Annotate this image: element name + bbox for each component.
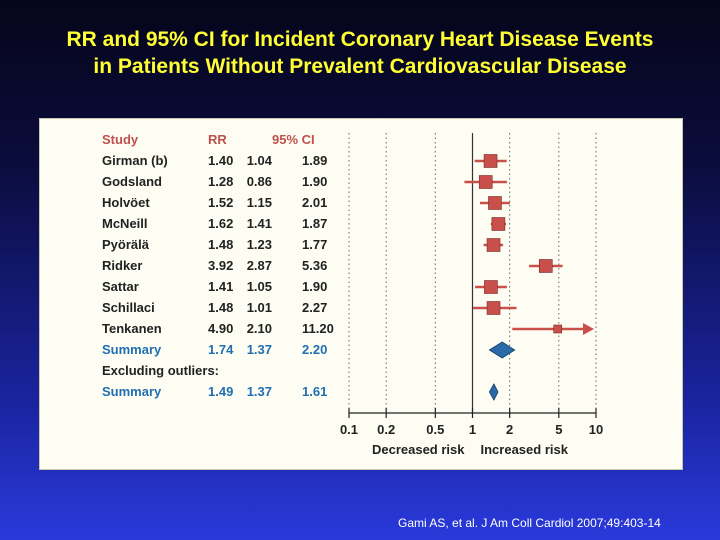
- rr-value: 1.40: [208, 153, 233, 168]
- study-name: McNeill: [102, 216, 148, 231]
- slide-title: RR and 95% CI for Incident Coronary Hear…: [0, 26, 720, 80]
- study-name: Pyörälä: [102, 237, 150, 252]
- x-tick-label: 0.2: [377, 422, 395, 437]
- rr-value: 1.62: [208, 216, 233, 231]
- title-line-1: RR and 95% CI for Incident Coronary Hear…: [66, 28, 654, 51]
- header-study: Study: [102, 132, 139, 147]
- summary-diamond: [488, 383, 499, 401]
- rr-value: 1.41: [208, 279, 233, 294]
- ci-upper: 1.89: [302, 153, 327, 168]
- ci-lower: 1.23: [247, 237, 272, 252]
- x-tick-label: 5: [555, 422, 562, 437]
- x-label-increased: Increased risk: [481, 442, 569, 457]
- rr-value: 4.90: [208, 321, 233, 336]
- ci-lower: 1.05: [247, 279, 272, 294]
- ci-upper: 5.36: [302, 258, 327, 273]
- citation: Gami AS, et al. J Am Coll Cardiol 2007;4…: [398, 516, 661, 530]
- x-tick-label: 0.1: [340, 422, 358, 437]
- point-estimate: [491, 217, 506, 231]
- ci-upper: 1.90: [302, 174, 327, 189]
- ci-upper: 2.01: [302, 195, 327, 210]
- ci-lower: 2.87: [247, 258, 272, 273]
- point-estimate: [478, 175, 493, 189]
- ci-upper: 11.20: [302, 321, 334, 336]
- x-tick-label: 10: [589, 422, 603, 437]
- study-name: Girman (b): [102, 153, 168, 168]
- ci-upper: 2.27: [302, 300, 327, 315]
- point-estimate: [488, 196, 502, 210]
- subgroup-heading: Excluding outliers:: [102, 363, 219, 378]
- summary-diamond: [488, 341, 516, 359]
- ci-lower: 1.37: [247, 342, 272, 357]
- header-ci: 95% CI: [272, 132, 315, 147]
- ci-lower: 2.10: [247, 321, 272, 336]
- ci-upper: 1.90: [302, 279, 327, 294]
- x-tick-label: 0.5: [426, 422, 444, 437]
- ci-lower: 1.41: [247, 216, 272, 231]
- ci-lower: 1.01: [247, 300, 272, 315]
- study-name: Tenkanen: [102, 321, 162, 336]
- rr-value: 1.49: [208, 384, 233, 399]
- ci-upper: 1.61: [302, 384, 327, 399]
- rr-value: 1.74: [208, 342, 234, 357]
- point-estimate: [486, 301, 501, 315]
- rr-value: 1.48: [208, 237, 233, 252]
- rr-value: 1.48: [208, 300, 233, 315]
- point-estimate: [483, 154, 498, 168]
- ci-lower: 1.15: [247, 195, 272, 210]
- study-name: Schillaci: [102, 300, 155, 315]
- point-estimate: [486, 238, 501, 252]
- forest-plot-panel: 0.1 0.2 0.5 1 2 5 10 Decreased risk Increased ri…: [39, 118, 683, 470]
- ci-upper: 1.87: [302, 216, 327, 231]
- rr-value: 1.52: [208, 195, 233, 210]
- title-line-2: in Patients Without Prevalent Cardiovasc…: [93, 55, 627, 78]
- ci-lower: 1.04: [247, 153, 273, 168]
- forest-plot: 0.1 0.2 0.5 1 2 5 10 Decreased risk Increased ri…: [102, 132, 603, 457]
- rr-value: 3.92: [208, 258, 233, 273]
- rr-value: 1.28: [208, 174, 233, 189]
- x-label-decreased: Decreased risk: [372, 442, 465, 457]
- point-estimate: [484, 280, 498, 294]
- point-estimate: [553, 324, 563, 334]
- ci-lower: 1.37: [247, 384, 272, 399]
- point-estimate: [538, 259, 553, 273]
- study-name: Summary: [102, 384, 162, 399]
- study-name: Summary: [102, 342, 162, 357]
- study-name: Holvöet: [102, 195, 150, 210]
- ci-lower: 0.86: [247, 174, 272, 189]
- study-name: Sattar: [102, 279, 139, 294]
- ci-arrow: [583, 323, 594, 335]
- x-tick-label: 1: [469, 422, 476, 437]
- study-name: Godsland: [102, 174, 162, 189]
- x-tick-label: 2: [506, 422, 513, 437]
- study-name: Ridker: [102, 258, 142, 273]
- ci-upper: 1.77: [302, 237, 327, 252]
- ci-upper: 2.20: [302, 342, 327, 357]
- header-rr: RR: [208, 132, 227, 147]
